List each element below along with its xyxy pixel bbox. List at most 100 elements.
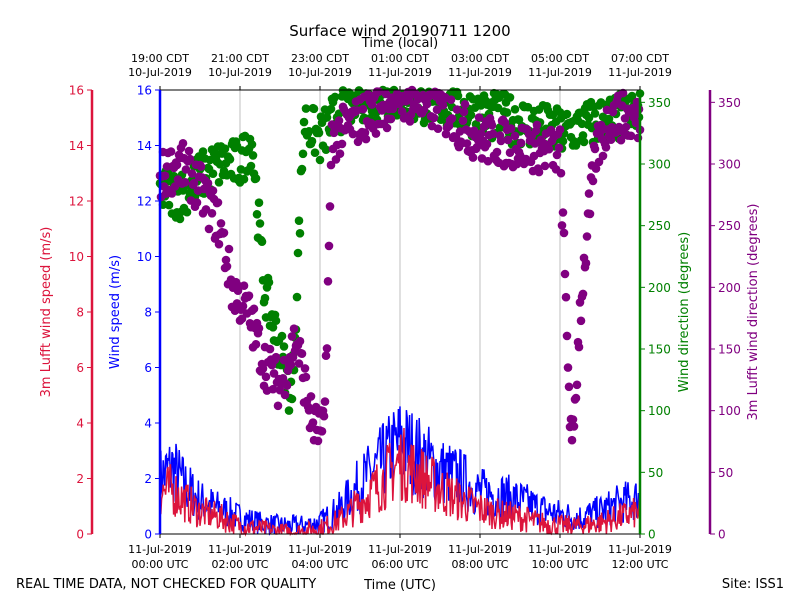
top-tick-label: 21:00 CDT <box>211 52 269 65</box>
data-point <box>562 109 572 119</box>
data-point <box>307 136 317 146</box>
y-tick-label: 4 <box>76 417 84 431</box>
data-point <box>297 349 307 359</box>
data-point <box>584 113 594 123</box>
data-point <box>626 131 636 141</box>
data-point <box>621 122 631 132</box>
y-tick-label: 0 <box>648 528 656 542</box>
data-point <box>505 93 515 102</box>
data-point <box>322 113 332 122</box>
data-point <box>219 228 229 238</box>
data-point <box>514 115 524 125</box>
data-point <box>214 239 224 249</box>
data-point <box>187 169 197 178</box>
quality-disclaimer: REAL TIME DATA, NOT CHECKED FOR QUALITY <box>16 577 316 592</box>
data-point <box>207 209 217 218</box>
x-tick-label: 11-Jul-2019 <box>288 543 352 556</box>
data-point <box>282 381 292 390</box>
y-tick-label: 300 <box>718 158 741 172</box>
y-tick-label: 250 <box>718 219 741 233</box>
data-point <box>182 207 192 217</box>
data-point <box>321 145 331 154</box>
data-point <box>438 101 448 110</box>
data-point <box>220 144 230 153</box>
data-point <box>185 154 195 164</box>
data-point <box>299 117 309 127</box>
data-point <box>172 160 182 170</box>
data-point <box>578 131 588 140</box>
data-point <box>289 324 299 334</box>
speed-axis-label: Wind speed (m/s) <box>108 255 123 369</box>
data-point <box>584 189 594 198</box>
data-point <box>474 113 484 122</box>
data-point <box>279 342 289 351</box>
data-point <box>317 427 327 436</box>
direction-axis-label: Wind direction (degrees) <box>677 232 692 392</box>
x-tick-label: 11-Jul-2019 <box>128 543 192 556</box>
data-point <box>203 178 213 188</box>
data-point <box>557 221 567 230</box>
data-point <box>337 139 347 149</box>
data-point <box>306 392 316 401</box>
data-point <box>540 161 550 171</box>
data-point <box>618 88 628 98</box>
data-point <box>452 105 462 114</box>
data-point <box>576 316 586 326</box>
chart-title: Surface wind 20190711 1200 <box>289 22 510 40</box>
data-point <box>254 198 264 207</box>
data-point <box>258 364 268 373</box>
data-point <box>301 104 311 113</box>
y-tick-label: 14 <box>69 139 84 153</box>
data-point <box>208 186 218 195</box>
top-tick-label: 23:00 CDT <box>291 52 349 65</box>
data-point <box>294 359 304 368</box>
data-point <box>314 128 324 138</box>
data-point <box>572 380 582 390</box>
data-point <box>371 129 381 138</box>
top-tick-label: 07:00 CDT <box>611 52 669 65</box>
x-tick-label: 08:00 UTC <box>451 558 508 571</box>
top-tick-label: 10-Jul-2019 <box>288 66 352 79</box>
x-tick-label: 00:00 UTC <box>131 558 188 571</box>
data-point <box>269 369 279 378</box>
data-point <box>468 153 478 162</box>
plot-data <box>155 85 645 537</box>
data-point <box>304 127 314 136</box>
data-point <box>459 107 469 117</box>
y-tick-label: 0 <box>718 528 726 542</box>
data-point <box>254 324 264 333</box>
data-point <box>483 156 493 166</box>
data-point <box>386 114 396 124</box>
y-tick-label: 50 <box>648 466 663 480</box>
x-tick-label: 10:00 UTC <box>531 558 588 571</box>
x-axis-label: Time (UTC) <box>363 578 436 593</box>
y-tick-label: 150 <box>718 343 741 357</box>
data-point <box>222 262 232 271</box>
data-point <box>251 340 261 349</box>
data-point <box>326 160 336 170</box>
data-point <box>325 202 335 211</box>
data-point <box>287 332 297 341</box>
y-tick-label: 10 <box>137 250 152 264</box>
data-point <box>496 136 506 146</box>
data-point <box>224 244 234 254</box>
data-point <box>558 208 568 217</box>
data-point <box>322 344 332 353</box>
top-tick-label: 11-Jul-2019 <box>528 66 592 79</box>
y-tick-label: 4 <box>144 417 152 431</box>
data-point <box>500 118 510 127</box>
data-point <box>273 401 283 411</box>
x-tick-label: 02:00 UTC <box>211 558 268 571</box>
x-tick-label: 04:00 UTC <box>291 558 348 571</box>
y-tick-label: 100 <box>648 404 671 418</box>
data-point <box>510 105 520 114</box>
data-point <box>361 134 371 144</box>
y-tick-label: 16 <box>137 84 152 98</box>
data-point <box>582 232 592 241</box>
data-point <box>255 219 265 228</box>
data-point <box>567 435 577 445</box>
data-point <box>581 258 591 268</box>
data-point <box>358 104 368 114</box>
data-point <box>585 209 595 219</box>
data-point <box>315 155 325 165</box>
